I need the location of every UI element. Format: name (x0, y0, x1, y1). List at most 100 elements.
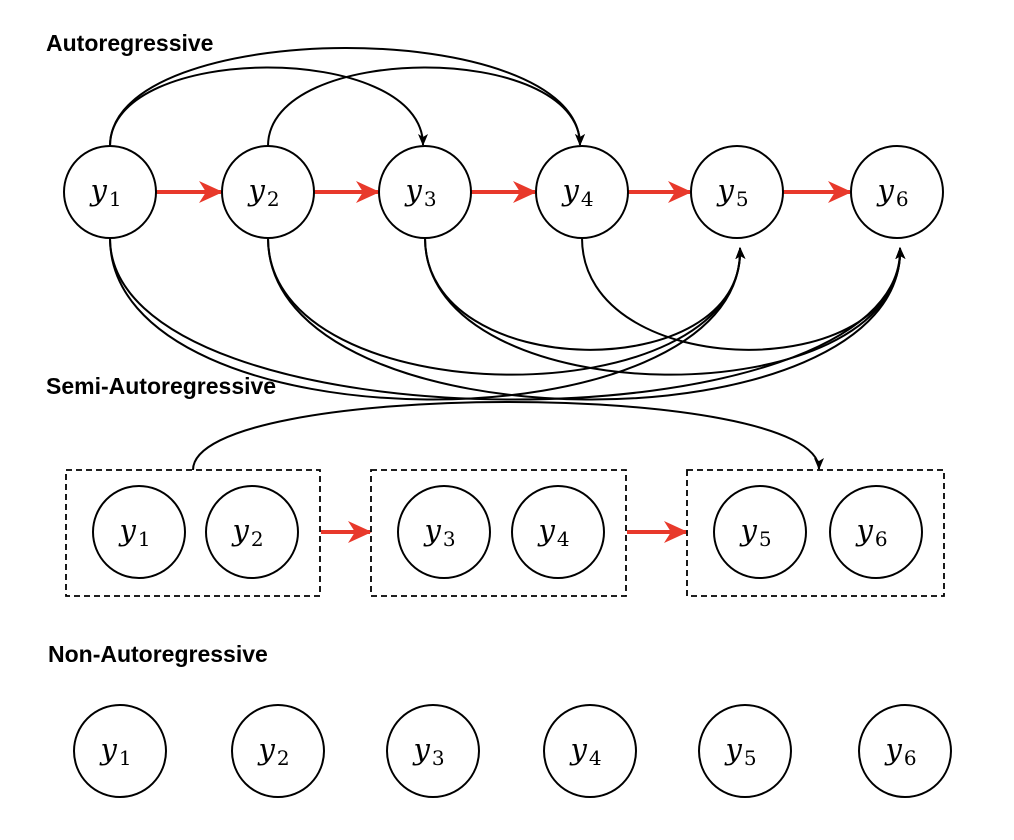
node-index: 4 (581, 187, 594, 211)
ar-dependency-edge (109, 47, 585, 147)
node-variable: y (568, 732, 587, 766)
sar-node-circle (92, 485, 186, 579)
sar-node-circle (511, 485, 605, 579)
node-variable: y (98, 732, 117, 766)
node-index: 5 (736, 187, 749, 211)
node-index: 2 (277, 746, 290, 770)
node-index: 3 (432, 746, 445, 770)
node-index: 4 (557, 527, 570, 551)
node-variable: y (854, 513, 873, 547)
ar-node-circle (535, 145, 629, 239)
node-index: 6 (904, 746, 917, 770)
node-variable: y (723, 732, 742, 766)
nar-node-circle (386, 704, 480, 798)
node-index: 5 (744, 746, 757, 770)
node-index: 4 (589, 746, 602, 770)
nar-node-circle (231, 704, 325, 798)
semi-autoregressive-title: Semi-Autoregressive (46, 373, 277, 399)
node-variable: y (883, 732, 902, 766)
node-variable: y (117, 513, 136, 547)
non-autoregressive-title: Non-Autoregressive (48, 641, 268, 667)
nar-node-circle (858, 704, 952, 798)
node-variable: y (560, 173, 579, 207)
ar-node-circle (850, 145, 944, 239)
ar-dependency-edge (267, 237, 906, 401)
node-index: 6 (896, 187, 909, 211)
sar-group-box (686, 469, 945, 597)
node-index: 2 (251, 527, 264, 551)
sar-node-circle (829, 485, 923, 579)
node-index: 1 (109, 187, 122, 211)
node-variable: y (875, 173, 894, 207)
node-variable: y (738, 513, 757, 547)
ar-node-circle (690, 145, 784, 239)
sar-node-circle (713, 485, 807, 579)
ar-dependency-edge (109, 66, 428, 147)
node-variable: y (246, 173, 265, 207)
node-index: 5 (759, 527, 772, 551)
nar-node-circle (73, 704, 167, 798)
ar-dependency-edge (424, 237, 746, 351)
ar-node-circle (63, 145, 157, 239)
ar-node-circle (378, 145, 472, 239)
node-index: 3 (443, 527, 456, 551)
sar-node-circle (205, 485, 299, 579)
node-variable: y (411, 732, 430, 766)
sar-node-circle (397, 485, 491, 579)
node-variable: y (422, 513, 441, 547)
nar-node-circle (543, 704, 637, 798)
autoregressive-title: Autoregressive (46, 30, 214, 56)
ar-dependency-edge (424, 237, 906, 376)
node-index: 1 (119, 746, 132, 770)
node-index: 2 (267, 187, 280, 211)
node-variable: y (403, 173, 422, 207)
ar-node-circle (221, 145, 315, 239)
node-index: 1 (138, 527, 151, 551)
sar-dependency-edge (192, 401, 824, 471)
node-index: 3 (424, 187, 437, 211)
ar-dependency-edge (581, 237, 906, 351)
ar-dependency-edge (267, 66, 585, 147)
node-variable: y (230, 513, 249, 547)
node-variable: y (715, 173, 734, 207)
node-variable: y (88, 173, 107, 207)
node-index: 6 (875, 527, 888, 551)
nar-node-circle (698, 704, 792, 798)
node-variable: y (256, 732, 275, 766)
ar-dependency-edge (109, 237, 746, 401)
